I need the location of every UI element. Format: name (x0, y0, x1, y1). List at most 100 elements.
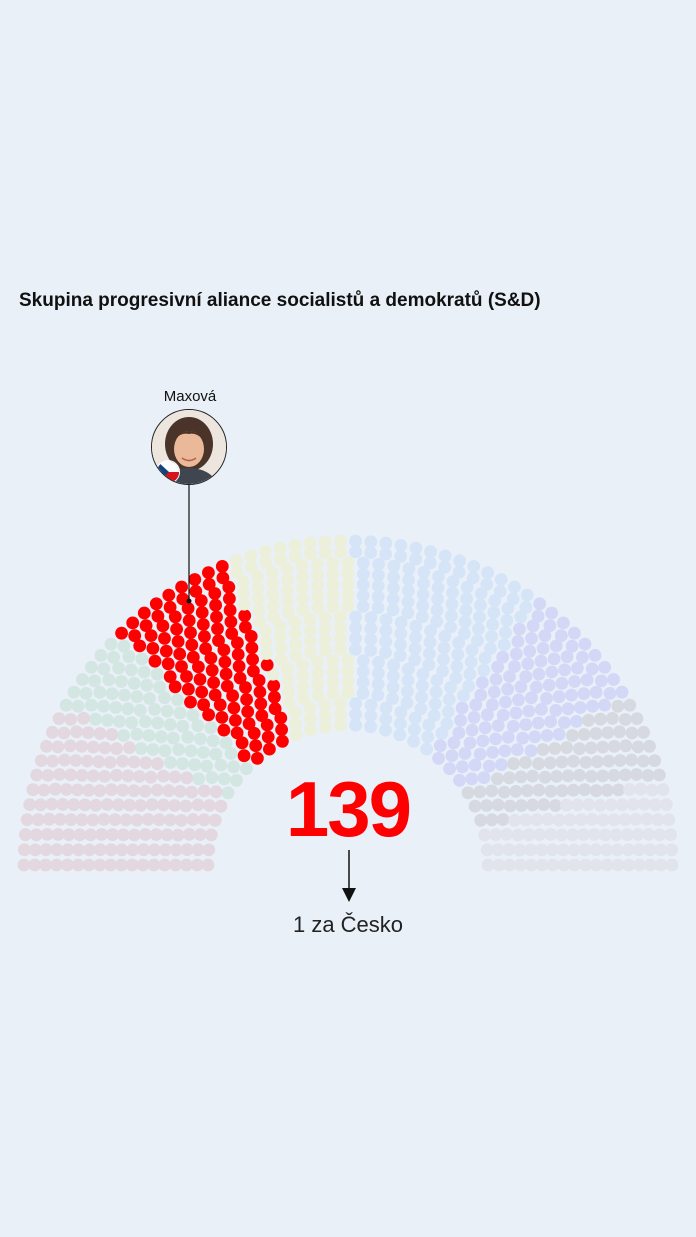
seat (311, 590, 325, 604)
seat (537, 798, 551, 811)
seat (440, 717, 454, 731)
seat (364, 720, 377, 734)
seat (263, 742, 276, 756)
seat (637, 725, 650, 739)
seat (443, 762, 456, 776)
seat (81, 726, 95, 739)
seat (334, 708, 347, 721)
seat (115, 626, 128, 640)
seat (289, 649, 303, 662)
seat (507, 757, 520, 770)
seat (259, 624, 272, 638)
seat (556, 616, 570, 630)
seat (133, 770, 146, 783)
mep-name: Maxová (163, 388, 217, 405)
seat (508, 580, 521, 594)
seat (168, 770, 182, 784)
seat (401, 595, 415, 609)
seat (394, 717, 407, 730)
seat (190, 858, 204, 872)
seat (379, 712, 393, 726)
seat (642, 828, 656, 841)
seat (643, 739, 656, 753)
seat (453, 554, 466, 568)
seat (432, 751, 445, 765)
seat (526, 769, 539, 783)
seat (311, 688, 325, 702)
seat (224, 615, 238, 629)
seat (568, 675, 581, 688)
seat (326, 567, 340, 581)
seat (192, 772, 206, 786)
seat (318, 622, 332, 636)
seat (519, 718, 533, 731)
seat (436, 664, 449, 678)
seat (401, 606, 415, 620)
seat (618, 768, 632, 782)
seat (364, 709, 378, 723)
seat (163, 813, 177, 827)
seat (57, 726, 71, 740)
seat (519, 756, 532, 769)
seat (64, 813, 78, 826)
seat (379, 723, 392, 737)
seat (203, 799, 216, 812)
seat (557, 858, 571, 872)
seat (364, 633, 378, 646)
seat (97, 662, 111, 676)
seat (109, 701, 123, 714)
seat (276, 734, 289, 748)
seat (394, 705, 408, 719)
seat (473, 610, 486, 624)
seat (437, 653, 450, 666)
seat (543, 756, 557, 770)
seat (613, 754, 627, 767)
seat (532, 757, 545, 771)
seat (509, 647, 523, 661)
seat (115, 843, 129, 857)
seat (444, 620, 457, 634)
seat (326, 665, 340, 678)
czech-flag-icon (156, 460, 180, 484)
seat (478, 828, 492, 842)
seat (611, 858, 625, 872)
seat (107, 650, 120, 664)
seat (173, 647, 187, 661)
seat (538, 770, 552, 784)
seat (465, 643, 479, 657)
seat (387, 658, 400, 672)
seat (491, 843, 505, 857)
seat (162, 588, 176, 602)
seat (181, 730, 195, 744)
seat (266, 667, 280, 681)
seat (219, 667, 233, 681)
seat (394, 638, 407, 651)
seat (195, 685, 209, 699)
seat (199, 642, 213, 655)
seat (401, 584, 415, 598)
seat (477, 771, 491, 784)
seat (289, 638, 302, 651)
seat (86, 740, 100, 754)
seat (297, 692, 310, 705)
seat (153, 680, 167, 694)
seat (598, 698, 611, 712)
seat (220, 679, 234, 693)
seat (349, 697, 363, 710)
seat (463, 736, 477, 750)
seat (136, 858, 150, 872)
seat (51, 828, 65, 841)
seat (613, 725, 626, 739)
seat (625, 726, 639, 740)
seat (137, 843, 151, 857)
seat (356, 686, 370, 700)
seat (552, 690, 566, 704)
seat (546, 858, 560, 872)
seat (545, 606, 559, 620)
seat (484, 642, 497, 655)
seat (408, 642, 422, 655)
seat (467, 560, 481, 573)
seat (582, 798, 596, 811)
seat (341, 675, 355, 689)
seat (197, 784, 211, 798)
